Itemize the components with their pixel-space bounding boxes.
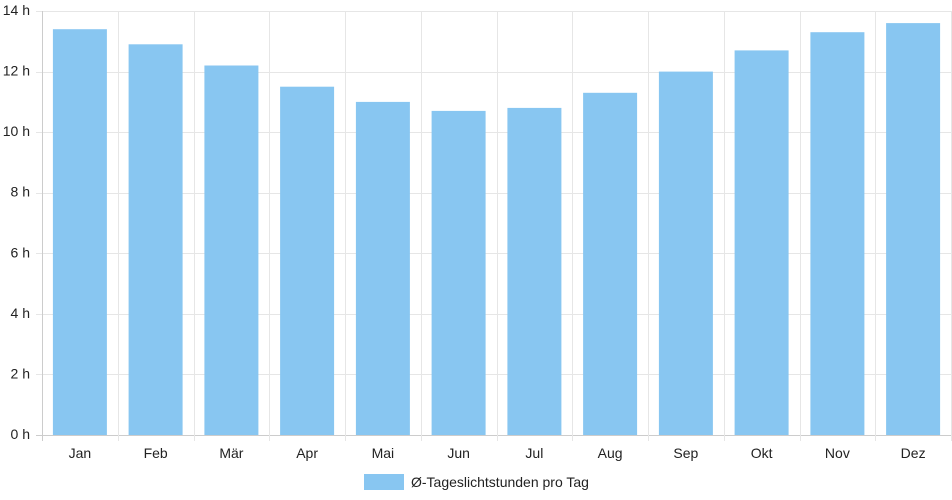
bar-jan[interactable] [52,29,107,435]
bar-mai[interactable] [355,101,410,436]
x-tick-label: Feb [144,445,168,461]
bar-sep[interactable] [658,71,713,435]
x-tick-label: Jun [447,445,470,461]
x-tick-label: Jan [69,445,92,461]
bar-dez[interactable] [886,23,941,435]
y-tick-label: 14 h [3,2,30,18]
bar-aug[interactable] [583,92,638,436]
legend-swatch[interactable] [364,474,404,490]
bar-feb[interactable] [128,44,183,436]
x-tick-label: Okt [751,445,773,461]
bar-apr[interactable] [280,86,335,435]
x-tick-label: Sep [673,445,698,461]
x-tick-label: Mai [372,445,395,461]
y-tick-label: 6 h [11,244,30,260]
y-tick-label: 10 h [3,123,30,139]
y-tick-label: 4 h [11,305,30,321]
x-tick-label: Nov [825,445,850,461]
x-tick-label: Jul [525,445,543,461]
legend-label[interactable]: Ø-Tageslichtstunden pro Tag [411,474,589,490]
bar-mär[interactable] [204,65,259,436]
x-tick-label: Apr [296,445,318,461]
y-tick-label: 0 h [11,426,30,442]
bar-okt[interactable] [734,50,789,436]
x-axis: Jan Feb Mär Apr Mai Jun Jul Aug Sep Okt Nov Dez [69,445,926,461]
y-axis: 0 h 2 h 4 h 6 h 8 h 10 h 12 h 14 h [3,2,30,442]
bar-nov[interactable] [810,32,865,435]
bar-jun[interactable] [431,110,486,436]
x-tick-label: Mär [219,445,243,461]
x-tick-label: Dez [901,445,926,461]
legend[interactable]: Ø-Tageslichtstunden pro Tag [364,474,589,490]
bar-jul[interactable] [507,107,562,436]
x-tick-label: Aug [598,445,623,461]
grid [36,11,952,441]
bars [52,23,941,436]
y-tick-label: 2 h [11,365,30,381]
y-tick-label: 8 h [11,184,30,200]
y-tick-label: 12 h [3,63,30,79]
